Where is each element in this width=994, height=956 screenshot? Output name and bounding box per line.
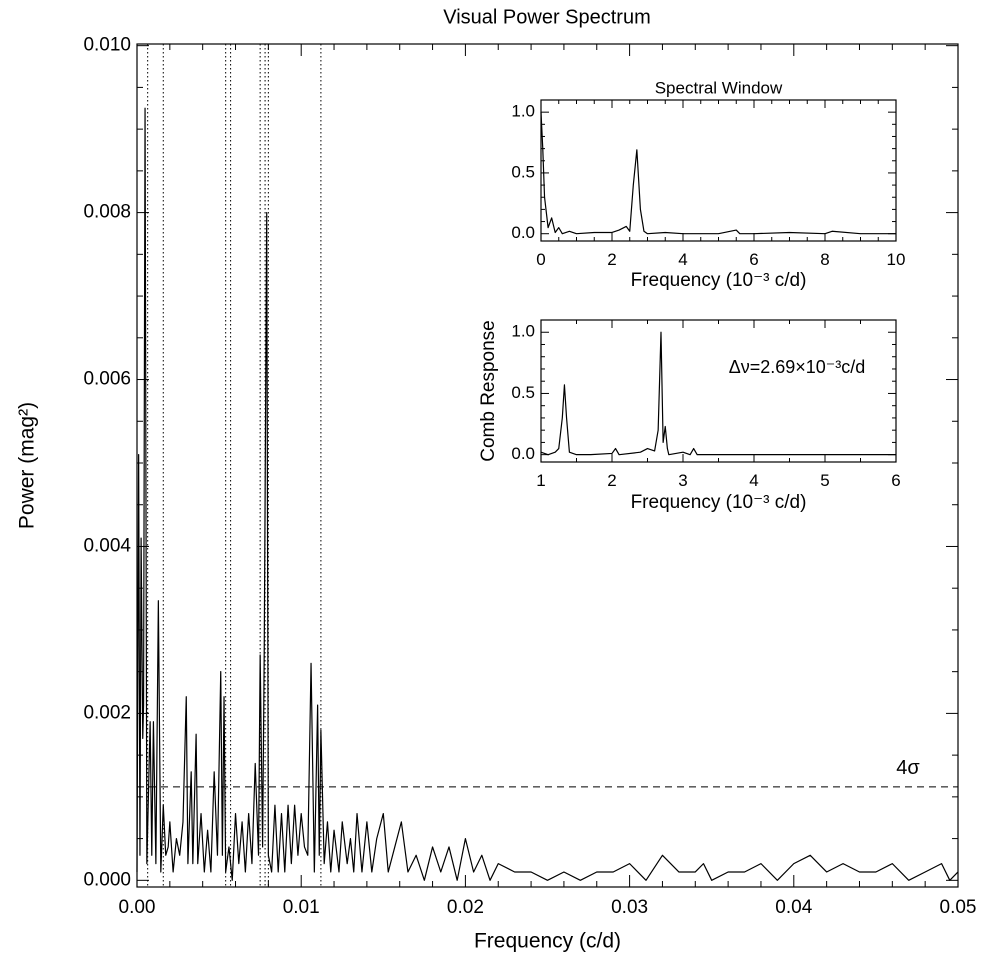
y-tick-label: 0.008 — [83, 202, 131, 223]
threshold-label: 4σ — [896, 757, 920, 779]
x-tick-label: 3 — [678, 471, 687, 490]
chart-title: Visual Power Spectrum — [443, 6, 651, 28]
y-axis-label: Comb Response — [478, 320, 499, 462]
y-tick-label: 0.0 — [511, 444, 535, 463]
x-tick-label: 2 — [607, 250, 616, 269]
x-tick-label: 4 — [678, 250, 687, 269]
x-tick-label: 0 — [536, 250, 545, 269]
plot-frame — [136, 43, 959, 888]
spectrum-line — [136, 107, 959, 881]
x-tick-label: 0.05 — [940, 897, 977, 918]
y-tick-label: 1.0 — [511, 102, 535, 121]
annotation: Δν=2.69×10⁻³c/d — [729, 357, 866, 377]
x-tick-label: 4 — [749, 471, 758, 490]
x-tick-label: 6 — [749, 250, 758, 269]
x-tick-label: 2 — [607, 471, 616, 490]
y-tick-label: 0.002 — [83, 702, 131, 723]
x-tick-label: 0.04 — [775, 897, 812, 918]
x-axis-label: Frequency (10⁻³ c/d) — [631, 270, 807, 291]
spectrum-line — [540, 331, 896, 456]
plot-frame — [540, 319, 897, 463]
spectrum-line — [540, 112, 896, 235]
y-tick-label: 0.0 — [511, 223, 535, 242]
y-tick-label: 0.010 — [83, 35, 131, 56]
y-tick-label: 0.004 — [83, 535, 131, 556]
y-tick-label: 0.000 — [83, 869, 131, 890]
chart-title: Spectral Window — [655, 78, 783, 97]
x-axis-label: Frequency (c/d) — [474, 930, 621, 953]
y-tick-label: 1.0 — [511, 322, 535, 341]
y-axis-label: Power (mag²) — [16, 402, 39, 529]
x-axis-label: Frequency (10⁻³ c/d) — [631, 492, 807, 513]
y-tick-label: 0.5 — [511, 162, 535, 181]
x-tick-label: 6 — [891, 471, 900, 490]
x-tick-label: 0.03 — [611, 897, 648, 918]
x-tick-label: 1 — [536, 471, 545, 490]
x-tick-label: 0.00 — [119, 897, 156, 918]
x-tick-label: 8 — [820, 250, 829, 269]
y-tick-label: 0.006 — [83, 369, 131, 390]
y-tick-label: 0.5 — [511, 383, 535, 402]
x-tick-label: 10 — [887, 250, 906, 269]
plot-frame — [540, 99, 897, 242]
x-tick-label: 0.01 — [283, 897, 320, 918]
x-tick-label: 5 — [820, 471, 829, 490]
x-tick-label: 0.02 — [447, 897, 484, 918]
